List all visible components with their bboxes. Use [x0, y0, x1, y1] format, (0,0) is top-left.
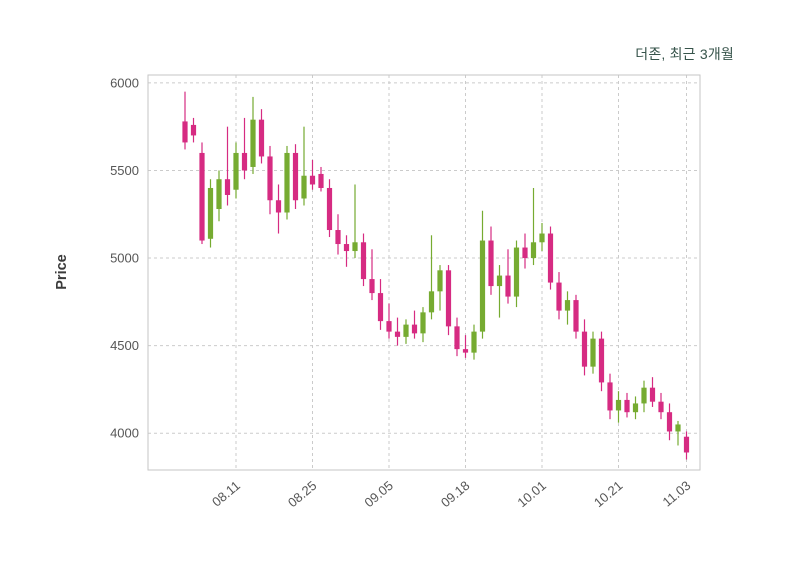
candle-body	[275, 200, 282, 213]
y-tick-label: 4000	[110, 426, 139, 441]
candle-body	[513, 247, 520, 297]
candle-body	[292, 152, 299, 201]
candle-body	[352, 242, 358, 252]
candle-body	[581, 331, 588, 367]
candle-body	[258, 119, 265, 157]
candle-body	[437, 270, 443, 292]
candle-body	[479, 240, 486, 332]
candle-body	[360, 242, 367, 280]
candle-body	[190, 124, 197, 136]
candle-body	[233, 152, 239, 190]
candle-body	[318, 173, 324, 188]
candle-body	[241, 152, 248, 171]
candle-body	[658, 401, 664, 413]
candle-body	[522, 247, 528, 259]
candle-body	[267, 156, 273, 201]
candle-body	[309, 175, 316, 185]
candle-body	[428, 291, 435, 313]
candle-body	[335, 230, 341, 245]
candle-body	[284, 152, 290, 213]
candle-body	[224, 179, 231, 195]
candle-body	[207, 187, 214, 239]
candle-body	[326, 187, 333, 231]
candle-body	[301, 175, 307, 199]
candle-body	[403, 324, 409, 337]
candle-body	[539, 233, 545, 243]
y-tick-label: 5000	[110, 251, 139, 266]
candle-body	[556, 282, 562, 311]
candle-body	[607, 382, 613, 411]
candle-body	[377, 293, 384, 322]
candle-body	[641, 387, 647, 404]
candle-body	[649, 387, 656, 402]
x-tick-label: 08.11	[209, 478, 243, 510]
candle-body	[590, 338, 596, 367]
candle-body	[216, 179, 222, 210]
candle-body	[411, 324, 418, 334]
candle-body	[624, 399, 630, 413]
candle-body	[369, 279, 375, 294]
candle-body	[471, 331, 477, 353]
candle-body	[250, 119, 256, 167]
candle-body	[564, 300, 571, 311]
candle-body	[530, 242, 537, 259]
chart-title: 더존, 최근 3개월	[635, 46, 734, 62]
candle-body	[343, 244, 350, 252]
candle-body	[615, 399, 622, 411]
x-tick-label: 09.18	[438, 478, 473, 510]
y-tick-label: 4500	[110, 338, 139, 353]
candle-body	[394, 331, 401, 337]
candle-body	[496, 275, 503, 287]
candle-body	[573, 300, 579, 332]
x-tick-label: 08.25	[285, 478, 320, 510]
candle-body	[598, 338, 605, 383]
candle-body	[454, 326, 460, 350]
candle-body	[488, 240, 494, 287]
x-tick-label: 09.05	[361, 478, 396, 510]
candle-body	[445, 270, 452, 327]
candle-body	[666, 412, 673, 432]
candle-body	[386, 321, 392, 332]
candle-body	[182, 121, 188, 143]
x-tick-label: 10.01	[514, 478, 549, 510]
x-tick-label: 11.03	[660, 478, 694, 510]
candle-body	[683, 436, 690, 453]
candle-body	[462, 349, 469, 353]
candle-body	[199, 152, 205, 241]
candle-body	[505, 275, 511, 297]
candle-body	[632, 403, 639, 413]
y-tick-label: 5500	[110, 163, 139, 178]
candle-body	[420, 312, 426, 334]
candle-body	[675, 424, 681, 432]
y-tick-label: 6000	[110, 75, 139, 90]
x-tick-label: 10.21	[591, 478, 626, 510]
candle-body	[547, 233, 554, 283]
